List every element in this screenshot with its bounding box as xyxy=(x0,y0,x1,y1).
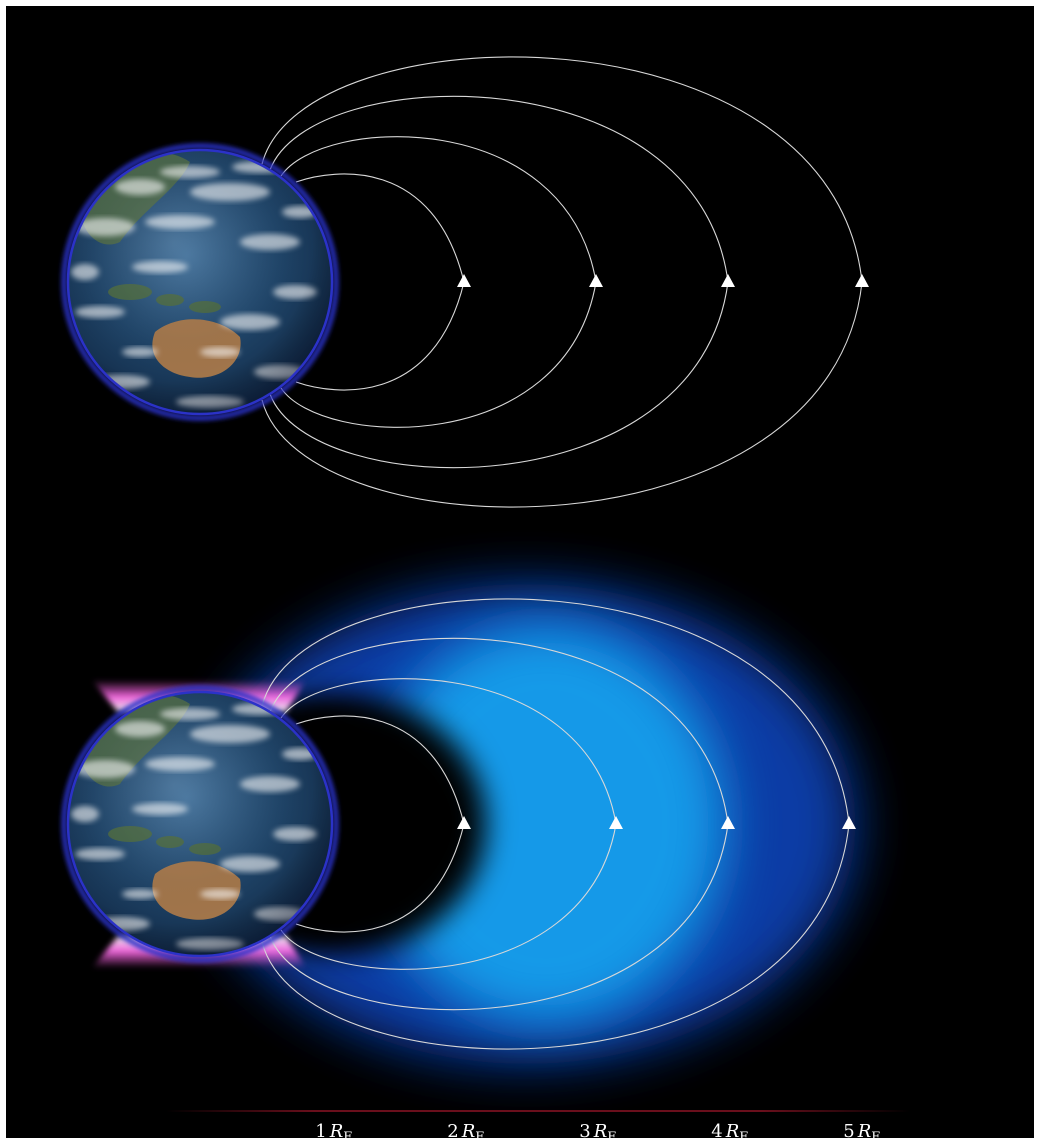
arrow-up-icon xyxy=(457,816,471,829)
arrow-up-icon xyxy=(457,274,471,287)
arrow-up-icon xyxy=(721,274,735,287)
scale-label-2: 2 RE xyxy=(447,1121,485,1139)
scale-label-3: 3 RE xyxy=(579,1121,617,1139)
scale-label-4: 4 RE xyxy=(711,1121,749,1139)
earth-globe xyxy=(61,685,339,963)
scale-label-5: 5 RE xyxy=(843,1121,881,1139)
field-line-L4 xyxy=(261,56,863,508)
arrow-up-icon xyxy=(842,816,856,829)
field-lines-layer xyxy=(261,56,869,1050)
arrow-up-icon xyxy=(855,274,869,287)
field-line-L3 xyxy=(269,95,729,469)
arrow-up-icon xyxy=(721,816,735,829)
magnetosphere-diagram: 1 RE 2 RE 3 RE 4 RE 5 RE xyxy=(6,6,1034,1138)
earth-layer xyxy=(61,143,339,963)
scale-label-1: 1 RE xyxy=(315,1121,353,1139)
earth-globe xyxy=(61,143,339,421)
diagram-canvas xyxy=(61,56,910,1112)
arrow-up-icon xyxy=(609,816,623,829)
arrow-up-icon xyxy=(589,274,603,287)
scale-bar xyxy=(166,1110,910,1112)
